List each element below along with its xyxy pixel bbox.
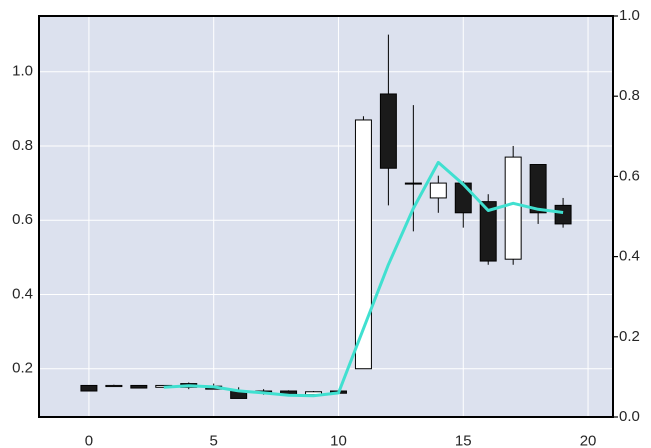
plot-background (39, 16, 613, 417)
candle-body (429, 182, 447, 199)
y2-tick-label: 0.8 (619, 87, 640, 104)
candle (130, 384, 148, 389)
candle-body (554, 204, 572, 225)
x-tick-label: 15 (455, 432, 472, 448)
y2-tick-label: 0.4 (619, 248, 640, 265)
y-tick-label: 0.2 (12, 360, 33, 377)
candle (554, 197, 572, 228)
candle-body (105, 384, 123, 388)
y-tick-label: 0.4 (12, 285, 33, 302)
x-tick-label: 5 (210, 432, 218, 448)
y2-tick-label: 1.0 (619, 7, 640, 24)
y-tick-label: 0.8 (12, 137, 33, 154)
candle-body (504, 156, 522, 260)
line-series-path (163, 160, 564, 398)
candle-body (454, 182, 472, 214)
candle (105, 384, 123, 388)
y-tick-label: 0.6 (12, 211, 33, 228)
line-series (163, 160, 564, 398)
grid-lines (39, 16, 613, 417)
x-axis-ticks: 0 5 10 15 20 (85, 432, 597, 448)
candle (379, 34, 397, 206)
y-tick-label: 1.0 (12, 63, 33, 80)
x-tick-label: 10 (330, 432, 347, 448)
candle (479, 194, 497, 265)
candle-body (80, 384, 98, 392)
candle-body (130, 384, 148, 389)
y2-tick-label: 0.6 (619, 167, 640, 184)
candle-body (529, 164, 547, 214)
y2-tick-label: 0.0 (619, 408, 640, 425)
candle (529, 164, 547, 224)
candle (429, 175, 447, 213)
candle (504, 145, 522, 265)
candle (80, 384, 98, 392)
candle-body (379, 93, 397, 169)
candle-body (404, 182, 422, 185)
x-tick-label: 20 (580, 432, 597, 448)
candle-body (354, 119, 372, 370)
y2-tick-label: 0.2 (619, 328, 640, 345)
right-y-axis-ticks: 0.0 0.2 0.4 0.6 0.8 1.0 (613, 7, 640, 425)
left-y-axis-ticks: 0.2 0.4 0.6 0.8 1.0 (12, 63, 33, 377)
x-tick-label: 0 (85, 432, 93, 448)
candle-body (479, 201, 497, 262)
plot-frame (38, 15, 614, 418)
